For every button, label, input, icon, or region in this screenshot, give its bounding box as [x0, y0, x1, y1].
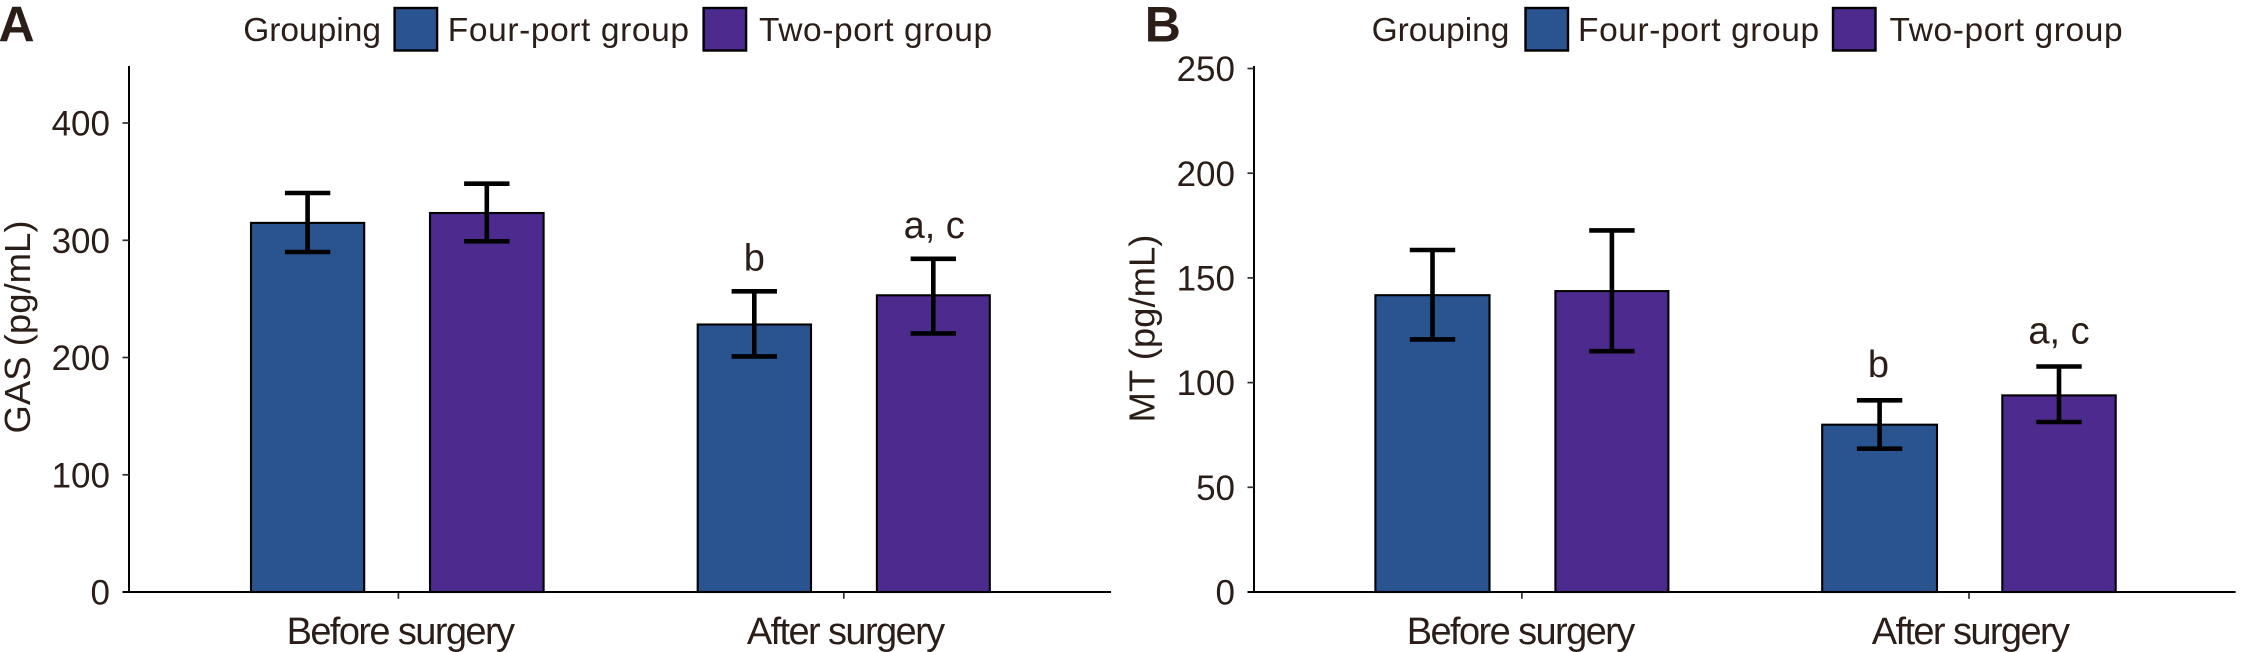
svg-text:Before surgery: Before surgery — [287, 611, 515, 652]
svg-text:b: b — [744, 238, 765, 280]
svg-text:a, c: a, c — [2028, 310, 2089, 352]
svg-text:300: 300 — [52, 222, 110, 261]
svg-text:b: b — [1868, 344, 1889, 386]
svg-text:B: B — [1145, 0, 1181, 53]
svg-text:Two-port group: Two-port group — [759, 12, 993, 49]
svg-text:150: 150 — [1177, 260, 1235, 299]
svg-text:400: 400 — [52, 105, 110, 144]
svg-text:0: 0 — [91, 574, 110, 613]
svg-text:Four-port group: Four-port group — [1578, 12, 1820, 49]
svg-text:200: 200 — [1177, 155, 1235, 194]
svg-text:100: 100 — [52, 456, 110, 495]
svg-text:Grouping: Grouping — [1372, 12, 1510, 49]
svg-text:100: 100 — [1177, 364, 1235, 403]
svg-text:0: 0 — [1216, 574, 1235, 613]
svg-text:200: 200 — [52, 339, 110, 378]
svg-text:a, c: a, c — [904, 205, 965, 247]
svg-text:After surgery: After surgery — [1872, 611, 2070, 652]
svg-text:A: A — [0, 0, 35, 53]
svg-text:Four-port group: Four-port group — [448, 12, 690, 49]
svg-text:50: 50 — [1196, 469, 1235, 508]
svg-text:GAS (pg/mL): GAS (pg/mL) — [0, 221, 38, 434]
svg-text:After surgery: After surgery — [747, 611, 945, 652]
svg-text:Before surgery: Before surgery — [1407, 611, 1635, 652]
svg-text:Two-port group: Two-port group — [1890, 12, 2124, 49]
svg-text:Grouping: Grouping — [243, 12, 381, 49]
svg-text:MT (pg/mL): MT (pg/mL) — [1122, 235, 1163, 423]
svg-text:250: 250 — [1177, 50, 1235, 89]
